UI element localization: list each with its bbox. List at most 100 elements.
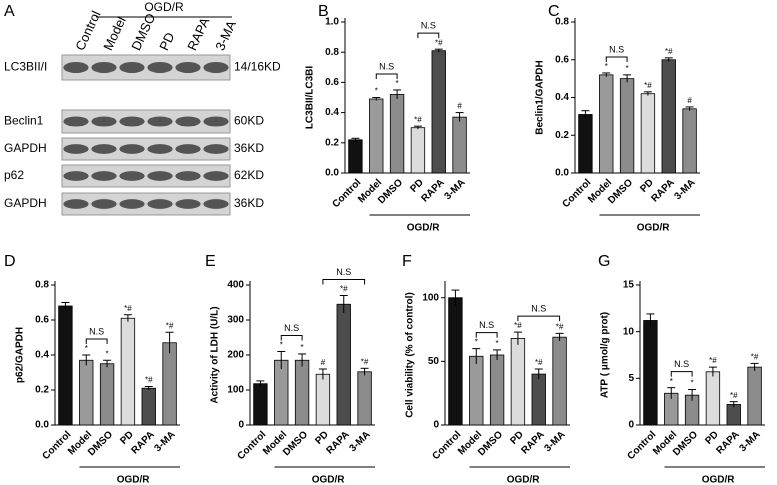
- significance-marker: *: [496, 339, 499, 348]
- group-label: OGD/R: [312, 475, 346, 485]
- lane-label: RAPA: [184, 15, 212, 53]
- y-tick-label: 10: [623, 326, 635, 337]
- size-label: 36KD: [234, 141, 264, 155]
- blot-band: [119, 116, 145, 127]
- row-label: LC3BII/I: [4, 60, 47, 74]
- x-tick-label: 3-MA: [153, 429, 178, 454]
- ns-bracket: [417, 32, 440, 39]
- lane-label: Model: [100, 14, 129, 53]
- panel-letter: F: [402, 253, 412, 270]
- group-label: OGD/R: [507, 475, 541, 485]
- significance-marker: *#: [730, 391, 738, 400]
- blot-band: [119, 144, 145, 154]
- lane-label: PD: [156, 30, 177, 53]
- x-tick-label: RAPA: [519, 429, 546, 456]
- bar: [348, 139, 363, 174]
- ns-label: N.S: [674, 359, 689, 369]
- group-label: OGD/R: [117, 475, 151, 485]
- ns-bracket: [605, 56, 628, 62]
- blot-band: [203, 62, 229, 73]
- panel-letter: D: [4, 253, 16, 270]
- y-tick-label: 400: [227, 280, 244, 291]
- bar: [489, 354, 505, 426]
- x-tick-label: 3-MA: [673, 177, 698, 202]
- y-tick-label: 0.0: [35, 420, 49, 431]
- significance-marker: *#: [709, 356, 717, 365]
- blot-band: [175, 171, 201, 181]
- bar: [640, 93, 656, 174]
- blot-band: [119, 199, 145, 209]
- significance-marker: *: [605, 62, 608, 71]
- row-label: Beclin1: [4, 114, 44, 128]
- bar: [469, 355, 484, 426]
- blot-band: [63, 144, 89, 154]
- blot-strip: [61, 109, 231, 134]
- y-tick-label: 0: [238, 420, 244, 431]
- ns-label: N.S: [284, 323, 299, 333]
- y-axis-title: Beclin1/GAPDH: [535, 60, 546, 134]
- y-axis-title: LC3BII/LC3BI: [305, 66, 316, 130]
- ns-bracket: [322, 279, 366, 285]
- blot-band: [175, 116, 201, 127]
- blot-band: [147, 199, 173, 209]
- panel-letter: E: [205, 253, 216, 270]
- bar: [747, 366, 762, 426]
- bar: [274, 359, 289, 426]
- group-label: OGD/R: [637, 223, 671, 234]
- bar: [619, 78, 635, 174]
- y-tick-label: 300: [227, 315, 244, 326]
- ns-bracket: [517, 315, 561, 322]
- y-axis-title: p62/GAPDH: [15, 327, 26, 383]
- y-tick-label: 100: [227, 385, 244, 396]
- bar: [141, 387, 156, 426]
- bar: [599, 74, 614, 174]
- bar: [643, 320, 658, 426]
- ns-label: N.S: [609, 44, 624, 54]
- row-label: GAPDH: [4, 196, 47, 210]
- y-axis-title: ATP ( μmol/g prot): [600, 312, 611, 398]
- y-tick-label: 0.4: [325, 107, 339, 118]
- ns-bracket: [670, 371, 693, 377]
- bar: [726, 404, 741, 426]
- bar: [162, 342, 177, 426]
- y-tick-label: 0.6: [35, 315, 49, 326]
- blot-band: [175, 62, 201, 73]
- y-tick-label: 0.8: [555, 17, 569, 28]
- bar: [294, 359, 310, 426]
- significance-marker: *#: [361, 357, 369, 366]
- y-tick-label: 0.2: [555, 130, 569, 141]
- bar: [253, 383, 268, 426]
- group-label: OGD/R: [407, 223, 441, 234]
- ns-label: N.S: [379, 61, 394, 71]
- blot-strip: [61, 192, 231, 216]
- significance-marker: *: [626, 64, 629, 73]
- bar: [336, 303, 351, 426]
- significance-marker: *#: [340, 285, 348, 294]
- bar: [682, 108, 697, 174]
- ns-bracket: [85, 338, 108, 344]
- bar: [531, 373, 546, 426]
- blot-band: [91, 199, 117, 209]
- bar: [705, 371, 721, 426]
- significance-marker: #: [687, 96, 692, 105]
- significance-marker: *: [301, 343, 304, 352]
- ns-label: N.S: [531, 303, 546, 313]
- ns-label: N.S: [336, 267, 351, 277]
- bar: [661, 59, 676, 174]
- bar: [552, 336, 567, 426]
- blot-band: [91, 144, 117, 154]
- ns-bracket: [475, 332, 498, 338]
- significance-marker: *#: [535, 358, 543, 367]
- blot-band: [91, 116, 117, 127]
- x-tick-label: 3-MA: [443, 177, 468, 202]
- bar: [357, 371, 372, 426]
- blot-strip: [61, 54, 231, 81]
- x-tick-label: RAPA: [324, 429, 351, 456]
- bar: [431, 50, 446, 174]
- ns-label: N.S: [421, 21, 436, 31]
- group-label: OGD/R: [144, 0, 184, 14]
- ns-bracket: [280, 335, 303, 341]
- x-tick-label: Control: [560, 177, 593, 210]
- size-label: 60KD: [234, 114, 264, 128]
- blot-band: [91, 171, 117, 181]
